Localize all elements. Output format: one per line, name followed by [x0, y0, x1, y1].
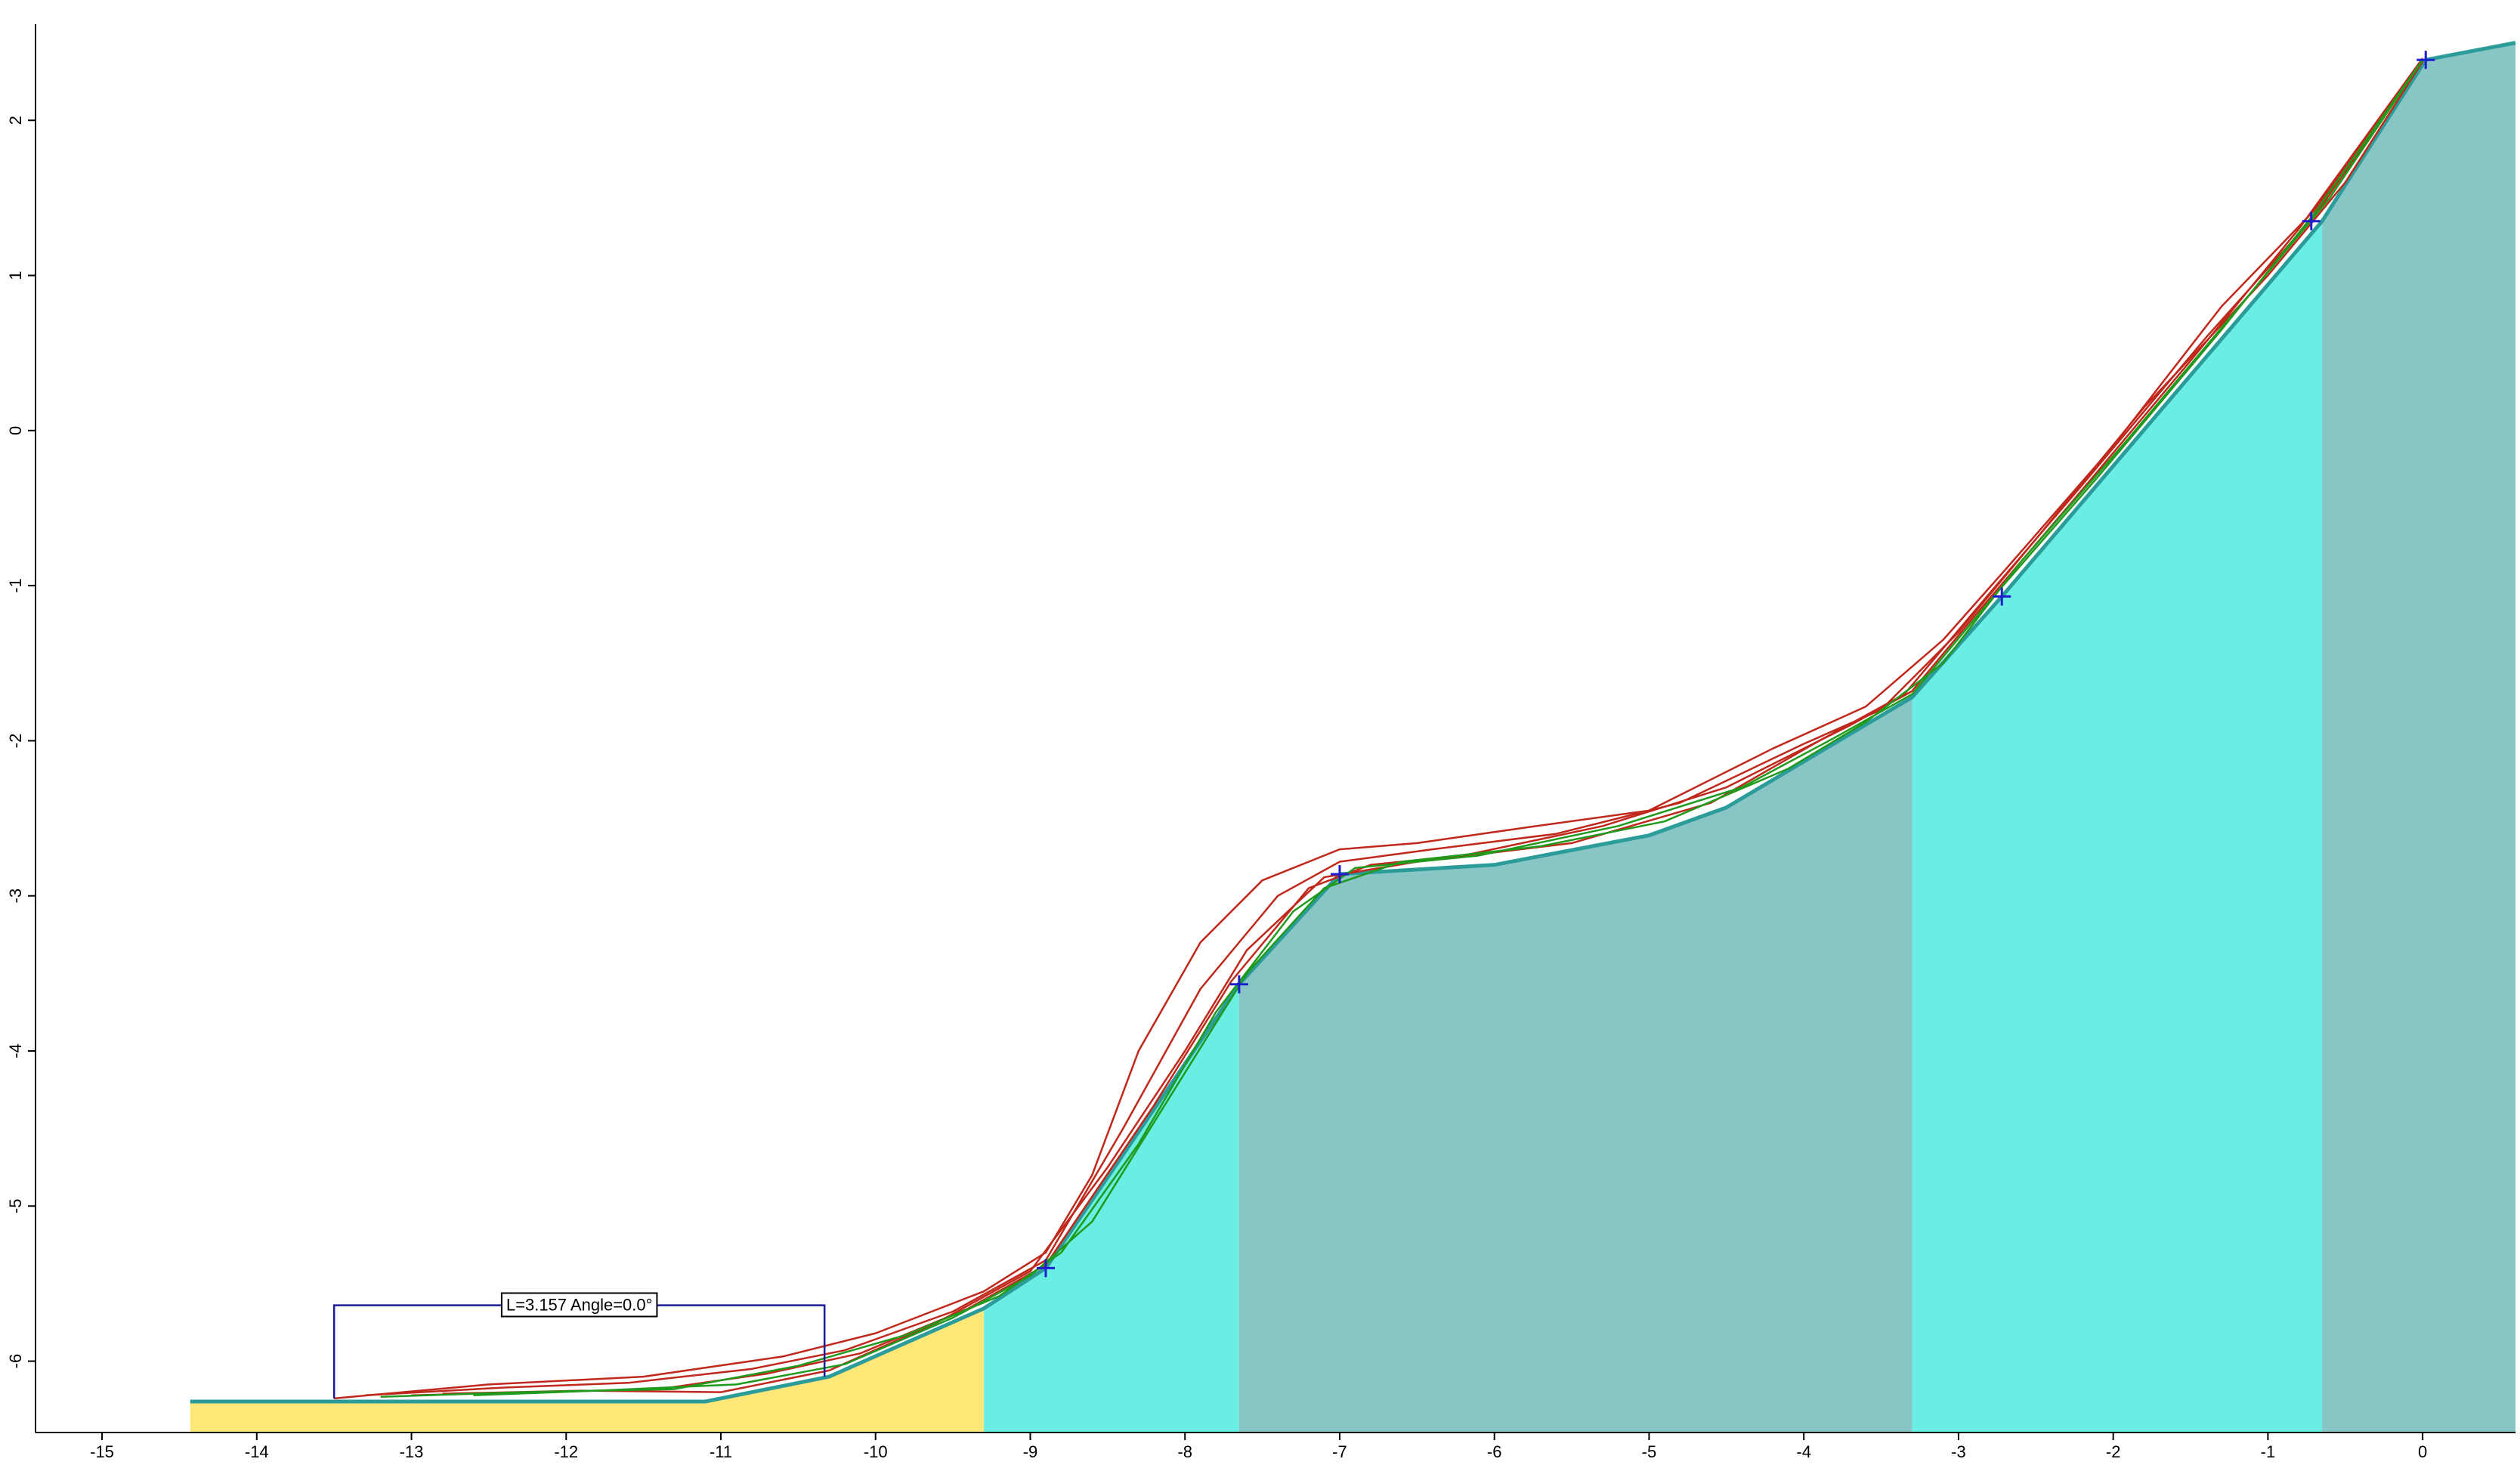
x-tick-label: -6	[1487, 1442, 1502, 1461]
marker-cross	[2302, 212, 2321, 230]
x-tick-label: 0	[2418, 1442, 2427, 1461]
x-tick-label: -15	[90, 1442, 114, 1461]
marker-cross	[1330, 864, 1349, 883]
material-region	[1238, 697, 1912, 1433]
x-tick-label: -11	[710, 1442, 732, 1461]
x-tick-label: -7	[1332, 1442, 1347, 1461]
y-tick-label: 1	[6, 270, 25, 280]
y-tick-label: -1	[6, 578, 25, 593]
x-tick-label: -5	[1642, 1442, 1657, 1461]
trajectory	[380, 59, 2424, 1399]
slope-profile	[190, 41, 2516, 1404]
x-tick-label: -8	[1177, 1442, 1192, 1461]
x-tick-label: -1	[2261, 1442, 2276, 1461]
x-tick-label: -9	[1023, 1442, 1038, 1461]
y-tick-label: -3	[6, 889, 25, 904]
marker-cross	[1229, 975, 1248, 994]
y-tick-label: -5	[6, 1199, 25, 1214]
marker-cross	[2416, 51, 2435, 70]
y-tick-label: 2	[6, 116, 25, 125]
material-region	[1912, 221, 2323, 1433]
x-tick-label: -10	[864, 1442, 888, 1461]
x-tick-label: -4	[1796, 1442, 1811, 1461]
y-tick-label: -6	[6, 1354, 25, 1369]
marker-cross	[1036, 1259, 1055, 1278]
trajectory	[365, 60, 2424, 1396]
material-region	[984, 984, 1239, 1433]
marker-cross	[1993, 587, 2011, 606]
x-tick-label: -12	[554, 1442, 578, 1461]
material-region	[190, 1308, 985, 1433]
measure-label: L=3.157 Angle=0.0°	[506, 1295, 653, 1314]
x-tick-label: -2	[2106, 1442, 2121, 1461]
trajectory	[334, 57, 2424, 1400]
x-tick-label: -3	[1951, 1442, 1966, 1461]
material-region	[2322, 42, 2515, 1433]
y-tick-label: -2	[6, 734, 25, 749]
x-tick-label: -14	[245, 1442, 269, 1461]
trajectory	[473, 59, 2424, 1396]
y-tick-label: 0	[6, 426, 25, 435]
measure-label-box	[500, 1292, 658, 1318]
x-tick-label: -13	[400, 1442, 424, 1461]
y-tick-label: -4	[6, 1043, 25, 1059]
